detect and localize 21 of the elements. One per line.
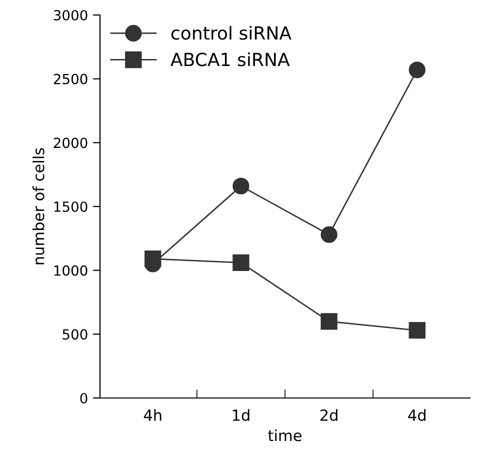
y-tick-label: 1000 [54, 265, 88, 276]
y-tick-label: 2500 [54, 74, 88, 84]
point [408, 322, 426, 339]
y-tick-label: 2000 [54, 138, 88, 148]
legend-label: ABCA1 siRNA [170, 52, 290, 66]
point [232, 254, 250, 272]
y-axis-title: number of cells [32, 148, 44, 264]
x-tick-label: 1d [232, 409, 250, 421]
y-tick-label: 1500 [54, 201, 88, 212]
x-tick-label: 4h [144, 409, 162, 421]
x-axis-title: time [268, 429, 302, 442]
y-tick-label: 3000 [54, 10, 88, 20]
legend-label: control siRNA [171, 26, 292, 40]
y-tick-label: 500 [62, 329, 88, 340]
x-tick-label: 4d [408, 409, 426, 421]
point [408, 62, 426, 78]
x-tick-label: 2d [320, 409, 338, 421]
point [320, 313, 338, 330]
y-tick-label: 0 [80, 392, 88, 404]
point [232, 178, 250, 194]
point [320, 226, 338, 243]
